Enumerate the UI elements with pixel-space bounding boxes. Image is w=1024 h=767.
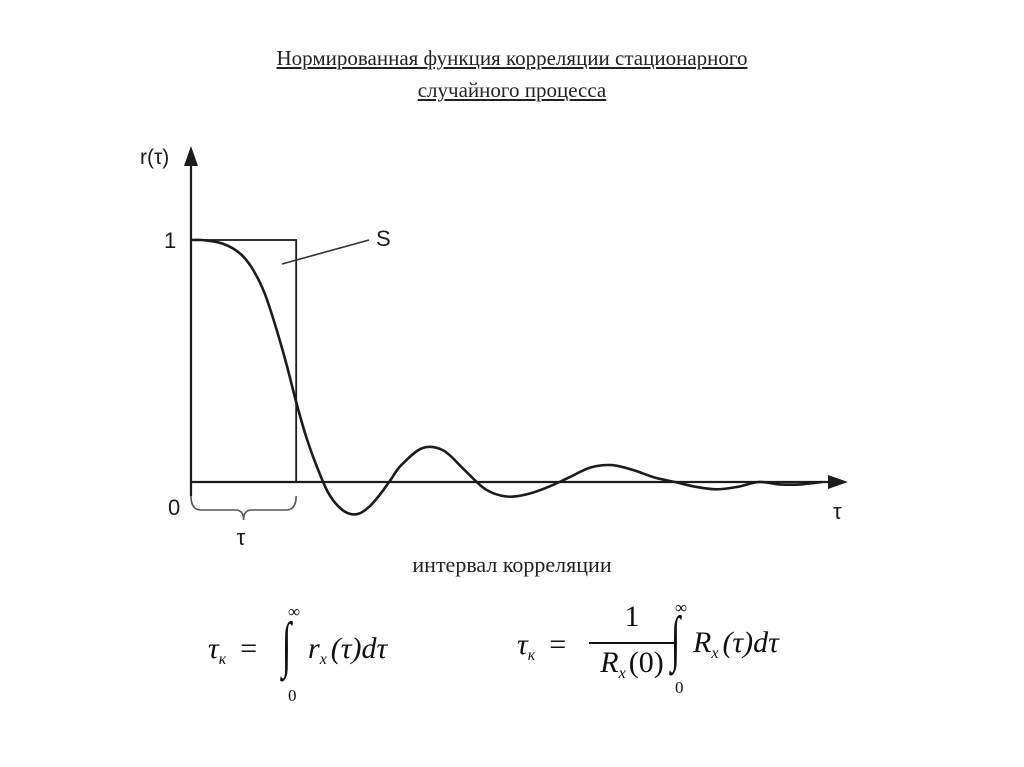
formula-left-integrand-sub: x [319, 651, 327, 668]
formula-right-arg: (τ) [722, 626, 754, 659]
formula-right-numerator: 1 [624, 600, 640, 633]
correlation-curve [190, 238, 823, 516]
formula-left-arg: (τ) [330, 632, 362, 665]
formula-right: τк = 1 Rx (0) ∫ ∞ 0 Rx (τ)dτ [517, 598, 817, 708]
x-axis-label: τ [833, 499, 842, 524]
y-tick-label: 1 [164, 228, 176, 253]
slide-title-line-1: Нормированная функция корреляции стацион… [276, 46, 748, 70]
bracket-label: τ [237, 525, 246, 550]
correlation-interval-caption: интервал корреляции [412, 552, 612, 577]
formula-right-denominator-sub: x [618, 665, 626, 682]
correlation-bracket [190, 495, 297, 521]
formula-right-fraction: 1 Rx (0) [589, 598, 675, 698]
formula-right-eq: = [549, 628, 567, 661]
slide-title: Нормированная функция корреляции стацион… [0, 42, 1024, 106]
formula-right-diff: dτ [753, 626, 779, 659]
slide-title-line-2: случайного процесса [417, 78, 607, 102]
equal-area-rectangle [190, 239, 298, 483]
formula-right-integral-icon: ∫ [670, 605, 681, 673]
x-axis-arrow-icon [828, 475, 848, 489]
formula-right-integrand-sub: x [711, 645, 719, 662]
y-axis-label: r(τ) [140, 146, 169, 169]
formula-right-integrand: R [693, 626, 712, 659]
y-axis-arrow-icon [184, 146, 198, 166]
formula-left-lower-limit: 0 [288, 686, 297, 705]
formula-right-denominator: R [600, 646, 619, 679]
formula-right-lhs: τ [517, 628, 528, 661]
formula-right-lower-limit: 0 [675, 678, 684, 697]
y-tick-label: 0 [168, 495, 180, 520]
formula-right-lhs-sub: к [527, 647, 536, 664]
formula-left-diff: dτ [361, 632, 388, 665]
formula-left-eq: = [240, 632, 258, 665]
formula-left-integrand: r [308, 632, 320, 665]
formula-right-upper-limit: ∞ [675, 598, 688, 617]
formula-right-denominator-arg: (0) [628, 646, 664, 679]
formula-left-upper-limit: ∞ [288, 602, 301, 621]
formula-left-integral-icon: ∫ [281, 611, 292, 679]
fraction-bar [589, 642, 675, 644]
area-label-leader [281, 239, 370, 265]
formula-left-lhs: τ [208, 632, 219, 665]
formula-left-lhs-sub: к [218, 651, 227, 668]
area-label: S [376, 226, 391, 251]
formula-left: τк = ∫ ∞ 0 rx (τ)dτ [208, 600, 448, 710]
